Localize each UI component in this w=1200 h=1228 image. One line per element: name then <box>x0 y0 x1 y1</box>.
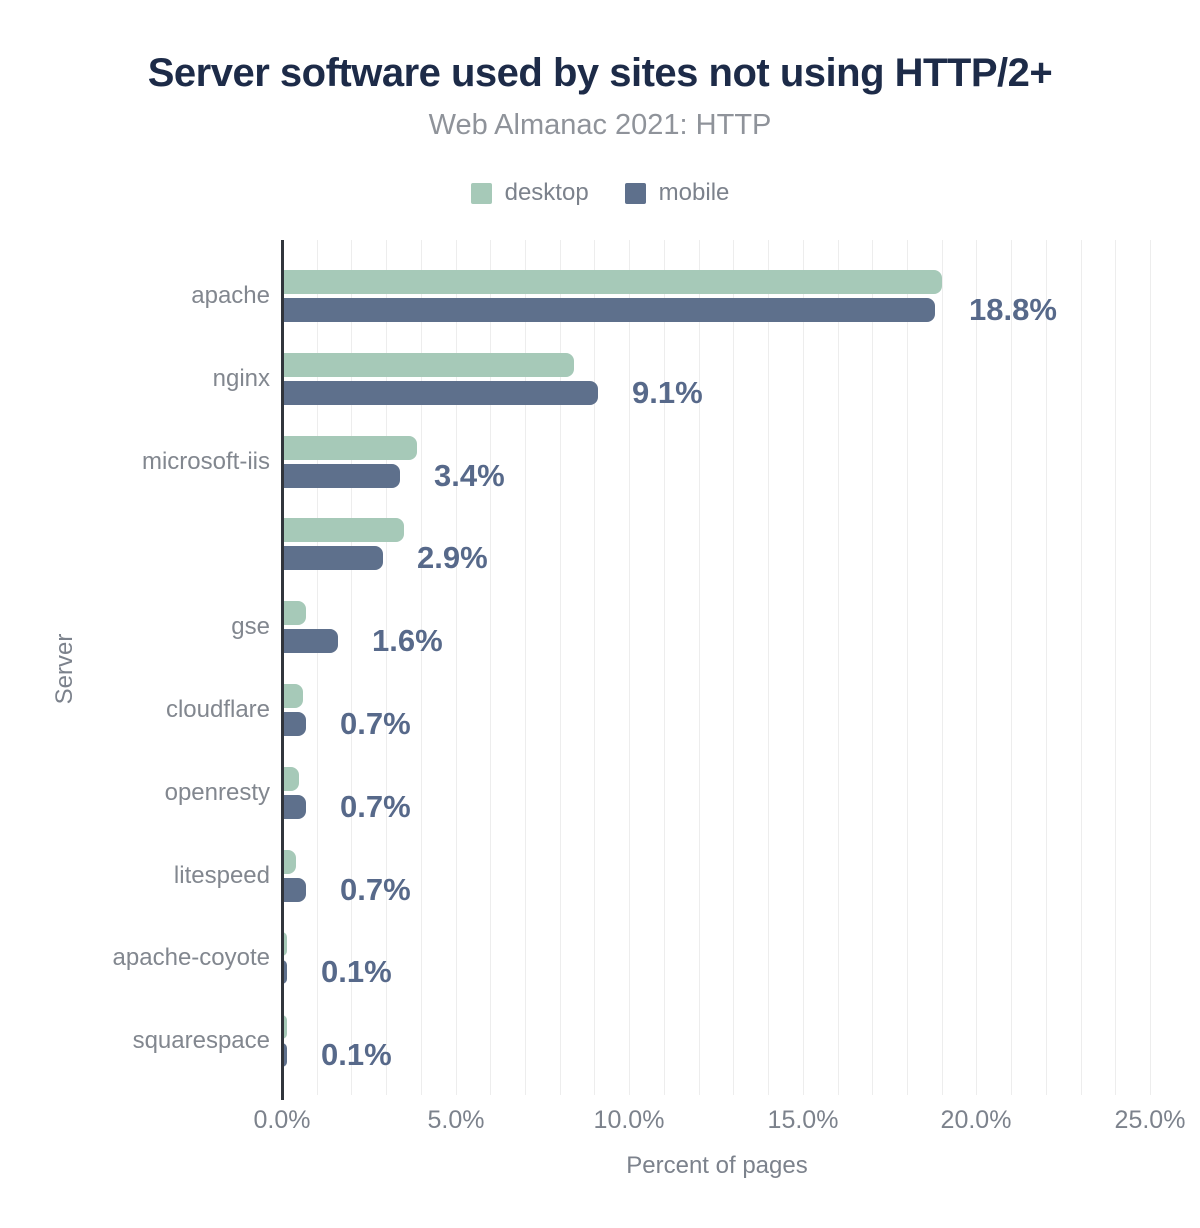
value-label-microsoft-iis: 3.4% <box>434 458 505 493</box>
plot-area: 18.8% 9.1% 3.4% 2.9% 1.6% 0.7% 0.7% 0.7% 0.1% 0.1… <box>282 240 1152 1098</box>
bar-mobile-litespeed <box>282 878 307 902</box>
category-label-cloudflare: cloudflare <box>165 696 270 723</box>
gridline <box>942 240 943 1095</box>
value-label-litespeed: 0.7% <box>340 872 411 907</box>
gridline <box>594 240 595 1095</box>
gridline <box>699 240 700 1095</box>
gridline <box>1115 240 1116 1095</box>
bar-desktop-litespeed <box>282 850 296 874</box>
bar-desktop-squarespace <box>282 1015 287 1039</box>
bar-mobile-cloudflare <box>282 712 307 736</box>
value-label-nginx: 9.1% <box>632 375 703 410</box>
bar-desktop-apache-coyote <box>282 932 287 956</box>
gridline <box>490 240 491 1095</box>
gridline <box>1081 240 1082 1095</box>
legend: desktop mobile <box>0 179 1200 207</box>
gridline <box>525 240 526 1095</box>
category-label-apache: apache <box>191 282 270 309</box>
gridline <box>1011 240 1012 1095</box>
bar-mobile-apache <box>282 298 935 322</box>
value-label-apache: 18.8% <box>969 292 1057 327</box>
category-label-nginx: nginx <box>212 365 270 392</box>
bar-mobile-nginx <box>282 381 598 405</box>
value-label-openresty: 0.7% <box>340 789 411 824</box>
bar-mobile-openresty <box>282 795 307 819</box>
gridline <box>1150 240 1151 1095</box>
gridline <box>1046 240 1047 1095</box>
x-tick-label: 25.0% <box>1114 1106 1186 1134</box>
category-label-microsoft-iis: microsoft-iis <box>141 448 270 475</box>
category-label-gse: gse <box>231 613 270 640</box>
category-label-apache-coyote: apache-coyote <box>112 944 270 971</box>
bar-mobile-blank <box>282 546 383 570</box>
bar-mobile-microsoft-iis <box>282 464 401 488</box>
gridline <box>768 240 769 1095</box>
bar-desktop-nginx <box>282 353 574 377</box>
chart-title: Server software used by sites not using … <box>147 51 1053 95</box>
value-label-cloudflare: 0.7% <box>340 706 411 741</box>
legend-swatch-mobile-icon <box>624 182 646 204</box>
bar-desktop-blank <box>282 518 404 542</box>
gridline <box>803 240 804 1095</box>
bar-desktop-apache <box>282 270 942 294</box>
legend-label-desktop: desktop <box>504 179 589 206</box>
x-tick-label: 10.0% <box>593 1106 665 1134</box>
gridline <box>872 240 873 1095</box>
value-label-apache-coyote: 0.1% <box>321 954 392 989</box>
gridline <box>907 240 908 1095</box>
bar-mobile-squarespace <box>282 1043 287 1067</box>
chart-subtitle: Web Almanac 2021: HTTP <box>428 109 772 141</box>
gridline <box>976 240 977 1095</box>
category-label-litespeed: litespeed <box>173 862 270 889</box>
y-axis-line <box>281 240 284 1100</box>
value-label-squarespace: 0.1% <box>321 1037 392 1072</box>
y-axis-title: Server <box>51 633 78 705</box>
gridline <box>664 240 665 1095</box>
gridline <box>421 240 422 1095</box>
gridline <box>317 240 318 1095</box>
category-label-openresty: openresty <box>164 779 270 806</box>
x-tick-label: 15.0% <box>767 1106 839 1134</box>
bar-desktop-openresty <box>282 767 300 791</box>
legend-swatch-desktop-icon <box>470 182 492 204</box>
legend-item-mobile: mobile <box>624 179 730 207</box>
value-label-blank: 2.9% <box>417 540 488 575</box>
gridline <box>838 240 839 1095</box>
x-tick-label: 5.0% <box>427 1106 485 1134</box>
gridline <box>456 240 457 1095</box>
value-label-gse: 1.6% <box>372 623 443 658</box>
x-tick-label: 20.0% <box>940 1106 1012 1134</box>
category-label-squarespace: squarespace <box>132 1027 270 1054</box>
legend-item-desktop: desktop <box>470 179 589 207</box>
gridline <box>560 240 561 1095</box>
x-axis-title: Percent of pages <box>626 1152 808 1179</box>
bar-desktop-microsoft-iis <box>282 436 418 460</box>
bar-desktop-gse <box>282 601 307 625</box>
legend-label-mobile: mobile <box>658 179 730 206</box>
bar-mobile-apache-coyote <box>282 960 287 984</box>
bar-mobile-gse <box>282 629 338 653</box>
gridline <box>351 240 352 1095</box>
x-tick-label: 0.0% <box>253 1106 311 1134</box>
bar-desktop-cloudflare <box>282 684 303 708</box>
gridline <box>733 240 734 1095</box>
gridline <box>629 240 630 1095</box>
gridline <box>386 240 387 1095</box>
